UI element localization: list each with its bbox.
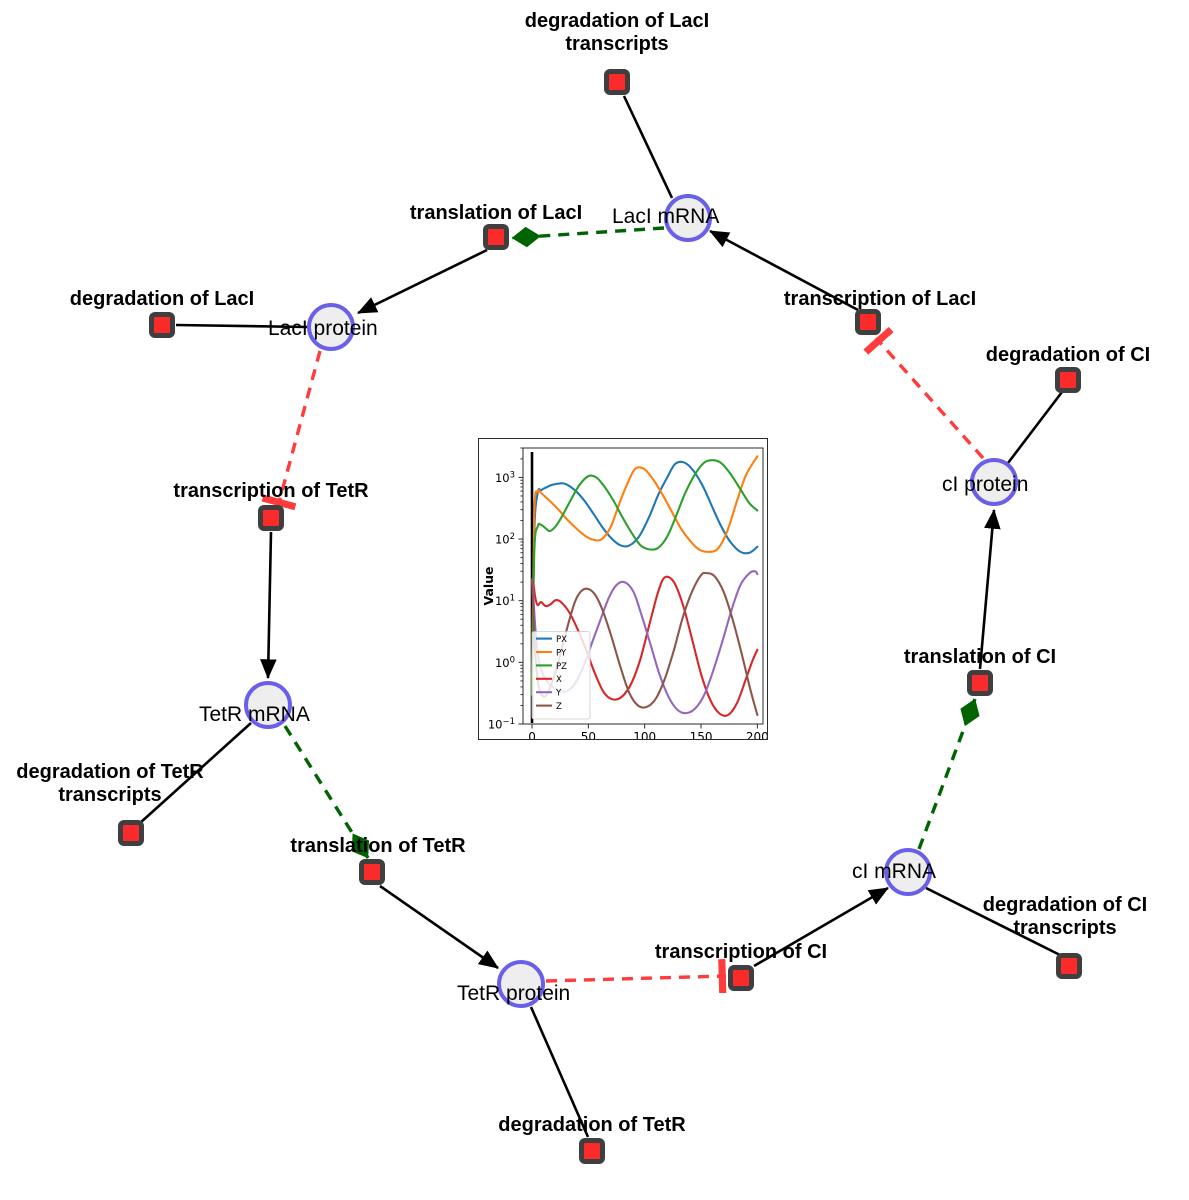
reaction-label-deg_tetr_tr: degradation of TetR transcripts: [16, 761, 204, 806]
edge-tetr_prot-to-transc_ci: [545, 959, 727, 994]
reaction-node-transc_laci[interactable]: [855, 309, 881, 335]
chart-ytick-label: 101: [495, 594, 515, 609]
chart-legend-label-Y: Y: [555, 689, 562, 699]
species-label-ci_prot: cI protein: [942, 473, 1029, 496]
reaction-label-transc_laci: transcription of LacI: [783, 288, 977, 310]
edge-ci_prot-to-transc_laci: [863, 326, 985, 460]
chart-plot-frame: [522, 447, 764, 725]
edge-transc_laci-to-laci_mrna: [709, 229, 859, 312]
reaction-node-transl_laci[interactable]: [483, 224, 509, 250]
edge-laci_mrna-to-deg_laci_tr: [622, 95, 674, 199]
chart-svg: 10−1100101102103050100150200TimeValuePXP…: [481, 447, 767, 739]
edge-ci_mrna-to-deg_ci_tr: [925, 886, 1061, 957]
chart-series-PY: [530, 455, 759, 696]
species-node-tetr_prot[interactable]: [497, 960, 545, 1008]
edges-group: [139, 95, 1064, 1138]
reaction-node-transl_ci[interactable]: [967, 670, 993, 696]
chart-series-PZ: [530, 459, 759, 696]
chart-ytick-label: 10−1: [488, 717, 515, 732]
chart-xtick-label: 50: [581, 730, 596, 739]
species-label-tetr_mrna: TetR mRNA: [199, 703, 310, 726]
reaction-label-deg_laci_tr: degradation of LacI transcripts: [524, 10, 710, 55]
species-node-laci_mrna[interactable]: [664, 194, 712, 242]
reaction-label-transc_ci: transcription of CI: [654, 941, 828, 963]
reaction-label-deg_tetr: degradation of TetR: [498, 1114, 686, 1136]
species-node-ci_mrna[interactable]: [884, 848, 932, 896]
chart-ytick-label: 102: [495, 532, 515, 547]
chart-ylabel: Value: [481, 566, 496, 605]
chart-legend-label-PX: PX: [556, 635, 567, 645]
chart-xtick-label: 100: [633, 730, 656, 739]
reaction-node-deg_laci_tr[interactable]: [604, 69, 630, 95]
chart-legend-label-PZ: PZ: [556, 662, 567, 672]
reaction-label-deg_ci: degradation of CI: [985, 344, 1151, 366]
chart-ytick-label: 100: [495, 655, 515, 670]
reaction-node-deg_tetr[interactable]: [579, 1138, 605, 1164]
reaction-label-transc_tetr: transcription of TetR: [173, 480, 369, 502]
edge-transc_tetr-to-tetr_mrna: [260, 531, 277, 680]
reaction-node-deg_ci[interactable]: [1055, 367, 1081, 393]
chart-series-X: [530, 575, 759, 717]
reaction-label-deg_ci_tr: degradation of CI transcripts: [982, 894, 1148, 939]
edge-laci_prot-to-transc_tetr: [261, 350, 322, 511]
chart-xtick-label: 150: [690, 730, 713, 739]
chart-legend-label-X: X: [556, 675, 562, 685]
chart-xtick-label: 200: [746, 730, 767, 739]
reaction-node-transc_tetr[interactable]: [258, 505, 284, 531]
reaction-label-transl_tetr: translation of TetR: [290, 835, 466, 857]
edge-transl_tetr-to-tetr_prot: [379, 884, 499, 970]
reaction-label-transl_ci: translation of CI: [903, 646, 1057, 668]
inset-timecourse-chart: 10−1100101102103050100150200TimeValuePXP…: [478, 438, 768, 740]
edge-laci_mrna-to-transl_laci: [511, 226, 665, 248]
edge-tetr_mrna-to-deg_tetr_tr: [139, 722, 252, 824]
species-label-tetr_prot: TetR protein: [457, 982, 571, 1005]
chart-xtick-label: 0: [528, 730, 536, 739]
chart-legend-box: [531, 631, 591, 720]
edge-ci_mrna-to-transl_ci: [917, 698, 980, 850]
edge-transc_ci-to-ci_mrna: [753, 886, 889, 968]
chart-legend-label-PY: PY: [556, 648, 567, 658]
edge-transl_ci-to-ci_prot: [978, 508, 1001, 670]
reaction-node-transc_ci[interactable]: [728, 965, 754, 991]
species-node-ci_prot[interactable]: [970, 458, 1018, 506]
chart-ytick-label: 103: [495, 470, 515, 485]
reaction-label-transl_laci: translation of LacI: [409, 202, 583, 224]
edge-transl_laci-to-laci_prot: [357, 248, 488, 315]
species-label-ci_mrna: cI mRNA: [852, 860, 936, 883]
species-label-laci_prot: LacI protein: [268, 317, 378, 340]
reaction-node-deg_laci[interactable]: [149, 312, 175, 338]
reaction-node-deg_tetr_tr[interactable]: [118, 820, 144, 846]
chart-legend-label-Z: Z: [556, 702, 562, 712]
reaction-label-deg_laci: degradation of LacI: [69, 288, 255, 310]
species-node-laci_prot[interactable]: [307, 303, 355, 351]
edge-ci_prot-to-deg_ci: [1006, 391, 1064, 464]
edge-tetr_mrna-to-transl_tetr: [283, 725, 370, 859]
edge-deg_laci-to-laci_prot: [175, 323, 308, 329]
species-node-tetr_mrna[interactable]: [244, 681, 292, 729]
reaction-node-deg_ci_tr[interactable]: [1056, 953, 1082, 979]
reaction-node-transl_tetr[interactable]: [359, 859, 385, 885]
species-label-laci_mrna: LacI mRNA: [612, 205, 720, 228]
chart-series-PX: [530, 460, 759, 696]
edge-tetr_prot-to-deg_tetr: [529, 1006, 590, 1138]
